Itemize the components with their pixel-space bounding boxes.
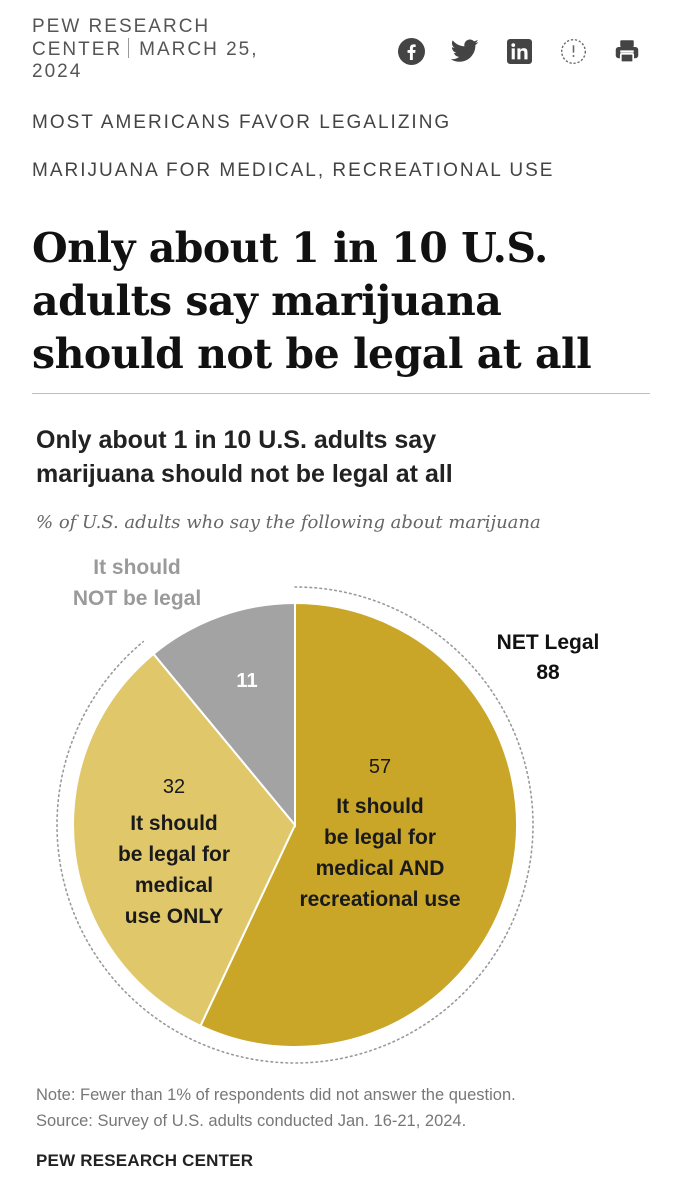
kicker-line-2: MARIJUANA FOR MEDICAL, RECREATIONAL USE xyxy=(32,160,555,181)
chart-source: Source: Survey of U.S. adults conducted … xyxy=(36,1112,467,1130)
slice-value-1: 32 xyxy=(163,776,185,798)
slice-label-1-line-2: medical xyxy=(135,874,213,897)
slice-label-0-line-2: medical AND xyxy=(316,857,445,880)
facebook-icon[interactable] xyxy=(396,36,426,66)
slice-label-2-line-0: It should xyxy=(93,556,181,579)
slice-label-0-line-0: It should xyxy=(336,795,424,818)
byline: PEW RESEARCH CENTER MARCH 25, 2024 xyxy=(32,16,352,83)
headline-line-3: should not be legal at all xyxy=(32,330,592,378)
chart-subtitle: % of U.S. adults who say the following a… xyxy=(36,512,541,533)
slice-label-0-line-1: be legal for xyxy=(324,826,436,849)
slice-label-1-line-3: use ONLY xyxy=(125,905,223,928)
print-icon[interactable] xyxy=(612,36,642,66)
chart-title-line-1: Only about 1 in 10 U.S. adults say xyxy=(36,426,437,454)
brand-credit: PEW RESEARCH CENTER xyxy=(36,1151,254,1170)
twitter-icon[interactable] xyxy=(450,36,480,66)
slice-label-0-line-3: recreational use xyxy=(299,888,460,911)
linkedin-icon[interactable] xyxy=(504,36,534,66)
chart-title-line-2: marijuana should not be legal at all xyxy=(36,460,453,488)
net-legal-bracket xyxy=(56,586,534,1064)
slice-label-1-line-0: It should xyxy=(130,812,218,835)
net-legal-value: 88 xyxy=(536,661,560,684)
clock-icon[interactable] xyxy=(558,36,588,66)
headline-divider xyxy=(32,393,650,394)
slice-label-1-line-1: be legal for xyxy=(118,843,230,866)
byline-divider xyxy=(128,38,130,58)
pie-slice-0 xyxy=(199,601,518,1048)
headline: Only about 1 in 10 U.S. adults say marij… xyxy=(32,222,642,381)
pie-chart: 57 It should be legal for medical AND recrea… xyxy=(56,556,600,1064)
slice-label-2-line-1: NOT be legal xyxy=(73,587,201,610)
slice-value-0: 57 xyxy=(369,756,391,778)
org-name-line2: CENTER xyxy=(32,39,123,60)
publish-date: MARCH 25, xyxy=(139,39,259,60)
publish-year: 2024 xyxy=(32,61,83,82)
article-header-bar: PEW RESEARCH CENTER MARCH 25, 2024 xyxy=(32,16,642,88)
slice-value-2: 11 xyxy=(236,670,257,692)
chart-title: Only about 1 in 10 U.S. adults say marij… xyxy=(36,423,646,491)
org-name-line1: PEW RESEARCH xyxy=(32,16,211,37)
headline-line-2: adults say marijuana xyxy=(32,277,502,325)
pie-slice-2 xyxy=(152,601,296,828)
kicker-line-1: MOST AMERICANS FAVOR LEGALIZING xyxy=(32,112,452,133)
net-legal-label: NET Legal xyxy=(497,631,600,654)
pie-slice-1 xyxy=(72,652,297,1028)
chart-note: Note: Fewer than 1% of respondents did n… xyxy=(36,1086,516,1104)
headline-line-1: Only about 1 in 10 U.S. xyxy=(32,224,548,272)
share-toolbar xyxy=(372,36,642,66)
